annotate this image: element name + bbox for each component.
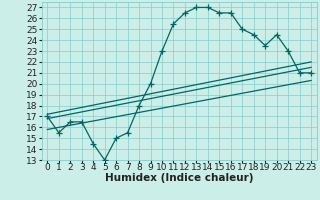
X-axis label: Humidex (Indice chaleur): Humidex (Indice chaleur) xyxy=(105,173,253,183)
